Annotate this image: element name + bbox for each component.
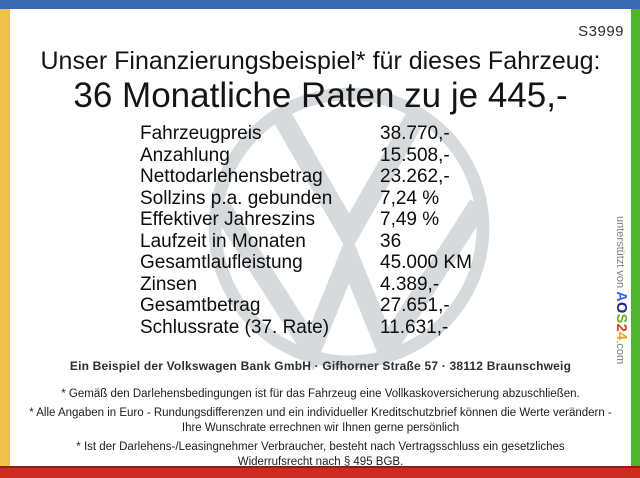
finance-row-value: 4.389,- [380, 273, 440, 295]
finance-table: Fahrzeugpreis 38.770,- Anzahlung 15.508,- Ne… [140, 123, 580, 338]
bank-address-line: Ein Beispiel der Volkswagen Bank GmbH · … [69, 359, 572, 373]
finance-row: Fahrzeugpreis 38.770,- [140, 123, 580, 145]
finance-row-value: 11.631,- [380, 316, 449, 338]
finance-row: Effektiver Jahreszins 7,49 % [140, 209, 580, 231]
finance-row-label: Schlussrate (37. Rate) [140, 316, 330, 338]
finance-row-value: 23.262,- [380, 166, 450, 187]
finance-row: Anzahlung 15.508,- [140, 145, 580, 167]
finance-row-label: Nettodarlehensbetrag [140, 166, 323, 187]
finance-row-value: 7,49 % [380, 209, 440, 230]
aos24-brand-letter: O [613, 302, 629, 314]
finance-row-value: 38.770,- [380, 123, 450, 144]
disclaimers: * Gemäß den Darlehensbedingungen ist für… [10, 387, 631, 474]
finance-row-value: 15.508,- [380, 144, 450, 166]
vw-logo-icon [208, 87, 490, 371]
finance-row-label: Laufzeit in Monaten [140, 230, 306, 252]
frame-bar-right [631, 9, 640, 466]
credit-suffix: .com [614, 340, 626, 365]
aos24-brand-letter: A [613, 291, 629, 302]
aos24-brand-letter: 2 [613, 323, 629, 332]
aos24-brand-letter: S [613, 313, 629, 324]
finance-row-label: Sollzins p.a. gebunden [140, 187, 333, 209]
finance-row-label: Anzahlung [140, 144, 230, 166]
finance-row: Laufzeit in Monaten 36 [140, 231, 580, 253]
finance-row: Schlussrate (37. Rate) 11.631,- [140, 317, 580, 339]
disclaimer-euro-values: * Alle Angaben in Euro - Rundungsdiffere… [29, 407, 612, 434]
frame-bar-top [0, 0, 640, 9]
supported-by-credit: unterstützt von AOS24.com [613, 216, 629, 364]
finance-row: Zinsen 4.389,- [140, 274, 580, 296]
finance-row-label: Gesamtbetrag [140, 295, 261, 316]
finance-row: Nettodarlehensbetrag 23.262,- [140, 166, 580, 188]
title-line2: 36 Monatliche Raten zu je 445,- [73, 76, 568, 115]
sheet-code: S3999 [578, 23, 624, 40]
finance-row: Gesamtlaufleistung 45.000 KM [140, 252, 580, 274]
finance-row: Gesamtbetrag 27.651,- [140, 295, 580, 317]
vw-logo-watermark [205, 84, 493, 372]
finance-row: Sollzins p.a. gebunden 7,24 % [140, 188, 580, 210]
finance-row-label: Effektiver Jahreszins [140, 209, 315, 230]
finance-row-value: 7,24 % [380, 187, 440, 209]
credit-prefix: unterstützt von [614, 216, 626, 292]
finance-row-label: Gesamtlaufleistung [140, 252, 303, 273]
frame-bar-bottom [0, 466, 640, 478]
finance-row-value: 27.651,- [380, 295, 450, 316]
disclaimer-insurance: * Gemäß den Darlehensbedingungen ist für… [61, 388, 580, 400]
disclaimer-withdrawal-right: * Ist der Darlehens-/Leasingnehmer Verbr… [76, 441, 565, 468]
finance-row-label: Zinsen [140, 273, 198, 295]
finance-row-label: Fahrzeugpreis [140, 123, 262, 144]
title-line1: Unser Finanzierungsbeispiel* für dieses … [40, 47, 601, 75]
finance-row-value: 36 [380, 230, 402, 252]
finance-row-value: 45.000 KM [380, 252, 472, 273]
aos24-brand: AOS24 [613, 291, 629, 340]
frame-bar-left [0, 9, 10, 466]
